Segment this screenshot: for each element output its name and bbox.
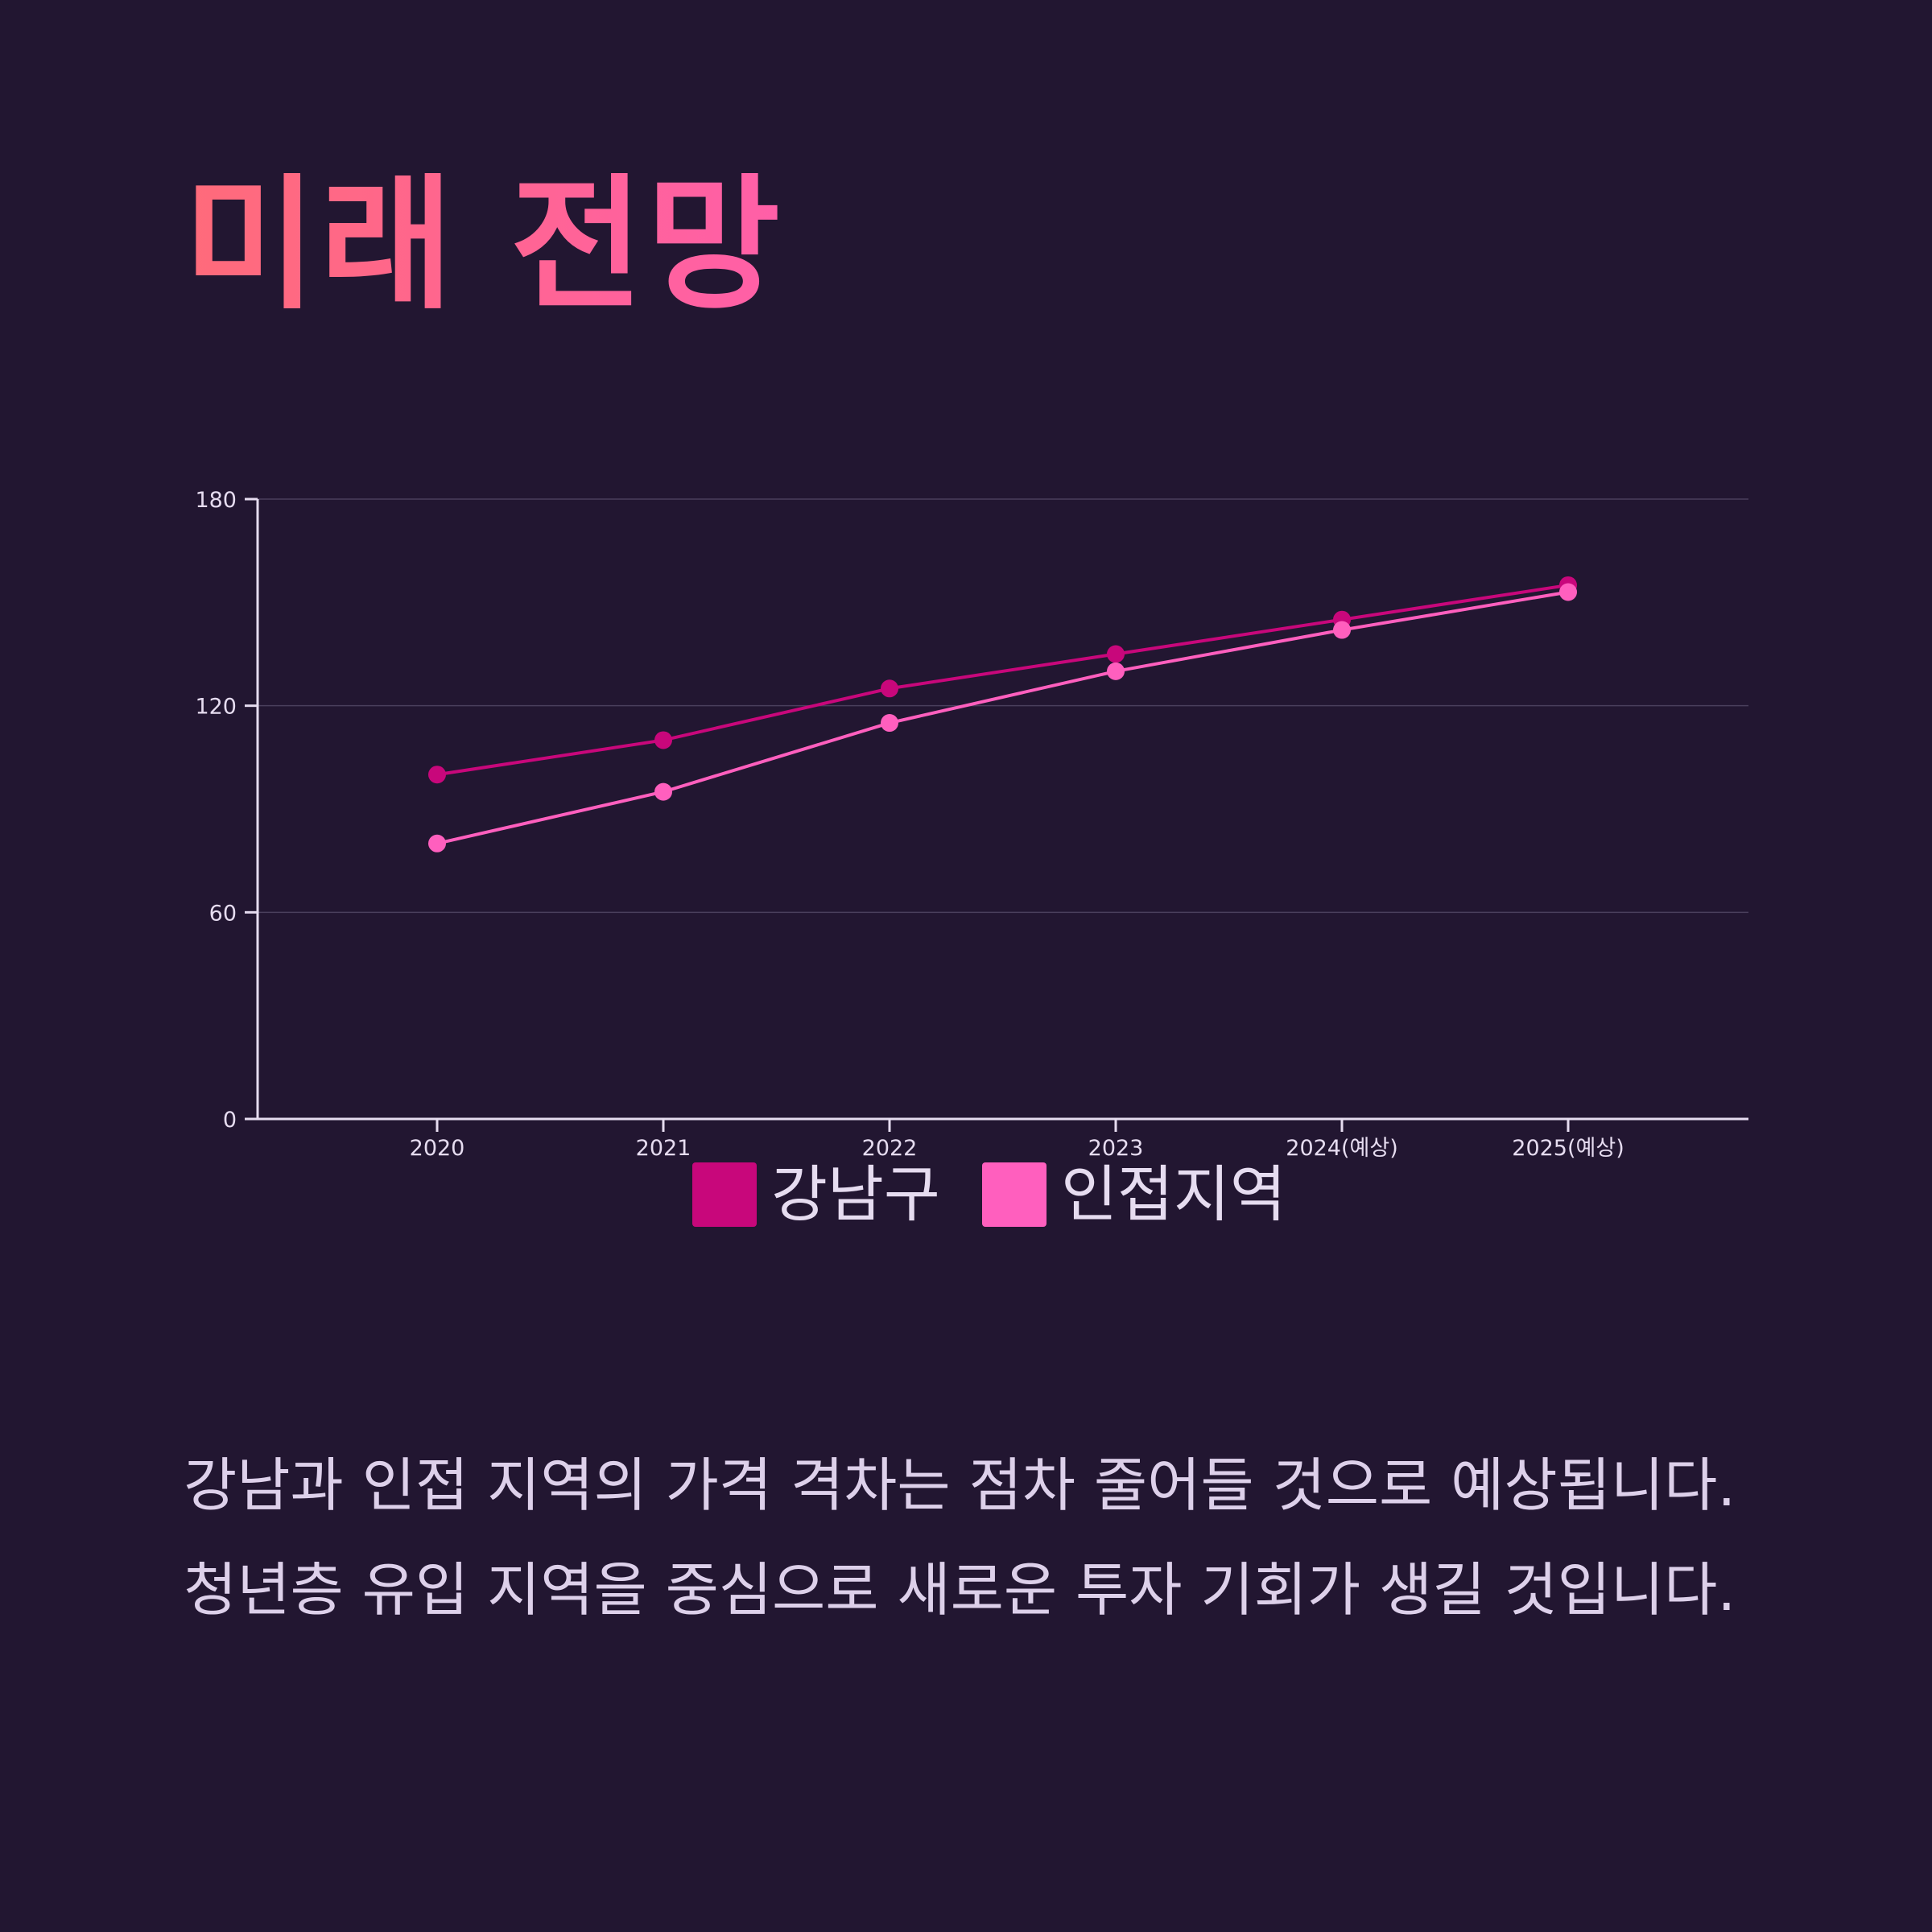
x-tick-label: 2024(예상) [1286, 1136, 1397, 1161]
data-point [1107, 662, 1125, 680]
y-tick-label: 60 [209, 901, 237, 926]
legend-label: 강남구 [771, 1158, 940, 1230]
legend-swatch [692, 1162, 757, 1227]
data-point [428, 834, 446, 852]
legend-item: 인접지역 [982, 1158, 1286, 1230]
y-tick-label: 0 [223, 1108, 237, 1133]
data-point [654, 731, 672, 749]
x-tick-label: 2025(예상) [1512, 1136, 1624, 1161]
y-tick-label: 180 [195, 488, 237, 513]
data-point [654, 782, 672, 801]
data-point [881, 679, 898, 698]
legend-label: 인접지역 [1061, 1158, 1286, 1230]
chart-series [428, 576, 1577, 852]
series-2 [428, 583, 1577, 852]
legend-item: 강남구 [692, 1158, 940, 1230]
x-tick-label: 2020 [410, 1136, 465, 1161]
legend-swatch [982, 1162, 1046, 1227]
chart-legend: 강남구 인접지역 [692, 1158, 1286, 1230]
data-point [881, 714, 898, 733]
series-line [436, 583, 1569, 777]
grid-lines [258, 498, 1748, 914]
x-tick-label: 2023 [1088, 1136, 1144, 1161]
data-point [1107, 645, 1125, 663]
y-tick-label: 120 [195, 695, 237, 720]
data-point [428, 766, 446, 784]
chart-axes: 0 60 120 180 2020 2021 2022 2023 2024(예상) 2025(예상… [195, 488, 1748, 1161]
data-point [1333, 621, 1351, 639]
data-point [1559, 583, 1577, 601]
description-text: 강남과 인접 지역의 가격 격차는 점차 줄어들 것으로 예상됩니다. 청년층 … [184, 1451, 1736, 1624]
series-line [436, 590, 1569, 845]
page-title: 미래 전망 [184, 161, 784, 329]
x-tick-label: 2022 [862, 1136, 918, 1161]
series-1 [428, 576, 1577, 784]
x-tick-label: 2021 [636, 1136, 691, 1161]
